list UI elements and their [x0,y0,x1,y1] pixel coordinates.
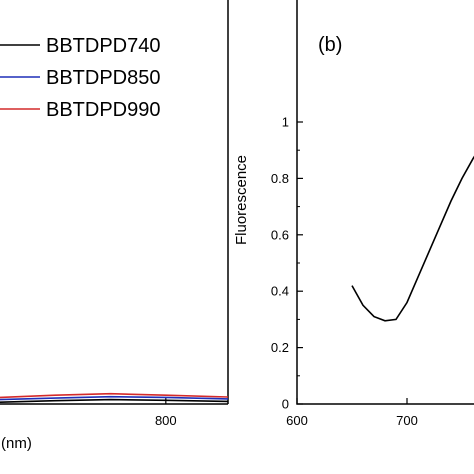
panel-b-y-tick-label: 0 [282,397,289,412]
panel-a-x-tick-label: 800 [155,413,177,428]
panel-a-legend: BBTDPD740 BBTDPD850 BBTDPD990 [0,35,161,121]
panel-a-lines [0,392,229,403]
panel-b-y-tick-label: 1 [282,115,289,130]
panel-a-x-ticks: 800 [155,398,177,428]
panel-b-lines [351,155,474,322]
panel-a-series-line-3 [0,392,229,399]
panel-b-y-ticks: 0 0.2 0.4 0.6 0.8 1 [271,115,303,412]
panel-b-y-tick-label: 0.4 [271,284,289,299]
panel-b-y-tick-label: 0.8 [271,171,289,186]
legend-label-1: BBTDPD740 [46,35,161,57]
panel-a-x-axis-label: (nm) [1,435,32,452]
panel-b-x-tick-label: 600 [286,413,308,428]
panel-b-x-ticks: 600 700 [286,398,418,428]
panel-b: (b) Fluorescence 0 0.2 0.4 0.6 0.8 1 600 700 [233,0,474,428]
panel-b-frame [296,0,474,405]
panel-b-y-axis-label: Fluorescence [233,155,250,245]
panel-b-series-line-1 [351,155,474,322]
panel-b-label: (b) [318,34,342,56]
legend-label-2: BBTDPD850 [46,67,161,89]
panel-b-y-tick-label: 0.6 [271,227,289,242]
panel-b-x-tick-label: 700 [396,413,418,428]
panel-a: 800 (nm) BBTDPD740 BBTDPD850 BBTDPD990 [0,0,229,452]
panel-a-series-line-2 [0,395,229,401]
panel-b-y-tick-label: 0.2 [271,340,289,355]
panel-a-series-line-1 [0,398,229,403]
legend-label-3: BBTDPD990 [46,99,161,121]
